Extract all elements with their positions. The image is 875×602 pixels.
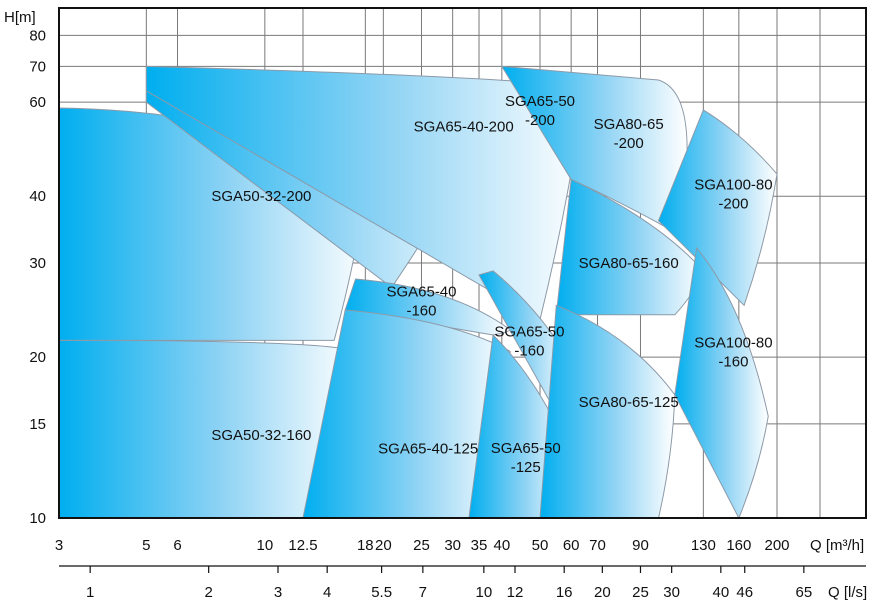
secondary-x-axis: 1 2 3 4 5.5 7 10 12 16 20 25 30 40 46 65 [59,565,866,601]
y-axis-label: H[m] [4,9,36,26]
x-tick-label: 12.5 [288,537,317,554]
series-labels: SGA50-32-200SGA50-32-160SGA65-40-200SGA6… [211,93,772,476]
x2-axis-label: Q [l/s] [828,584,867,601]
x2-tick-label: 1 [86,584,94,601]
y-tick-label: 20 [29,349,46,366]
region-SGA65-40-160 [344,278,511,336]
series-label-SGA50-32-200: SGA50-32-200 [211,188,311,205]
x2-tick-label: 5.5 [371,584,392,601]
x2-tick-label: 30 [663,584,680,601]
x-tick-label: 70 [589,537,606,554]
series-label-SGA65-40-160: SGA65-40 -160 [386,284,456,320]
x-tick-label: 160 [726,537,751,554]
series-label-SGA50-32-160: SGA50-32-160 [211,427,311,444]
x2-tick-label: 25 [632,584,649,601]
y-tick-label: 60 [29,94,46,111]
series-label-SGA65-50-125: SGA65-50 -125 [491,440,561,476]
x2-tick-label: 3 [274,584,282,601]
x2-tick-label: 7 [419,584,427,601]
y-tick-label: 15 [29,416,46,433]
series-label-SGA80-65-125: SGA80-65-125 [579,394,679,411]
x2-tick-label: 10 [475,584,492,601]
series-label-SGA80-65-160: SGA80-65-160 [579,255,679,272]
series-label-SGA100-80-160: SGA100-80 -160 [694,334,772,370]
x2-tick-label: 12 [507,584,524,601]
series-label-SGA65-50-200: SGA65-50 -200 [505,93,575,129]
x-tick-label: 130 [691,537,716,554]
x2-tick-label: 20 [594,584,611,601]
series-label-SGA65-40-200: SGA65-40-200 [414,119,514,136]
y-tick-label: 30 [29,255,46,272]
x-tick-label: 6 [173,537,181,554]
x-tick-label: 40 [493,537,510,554]
x2-tick-label: 16 [556,584,573,601]
x-tick-label: 90 [632,537,649,554]
y-tick-label: 10 [29,510,46,527]
y-tick-labels: 10 15 20 30 40 60 70 80 [29,27,46,527]
x-tick-label: 50 [532,537,549,554]
x-tick-label: 3 [55,537,63,554]
x-axis-label: Q [m³/h] [810,537,864,554]
region-SGA100-80-160 [674,246,769,520]
x-tick-label: 200 [764,537,789,554]
series-label-SGA100-80-200: SGA100-80 -200 [694,176,772,212]
region-SGA100-80-200 [657,109,778,307]
y-tick-label: 80 [29,27,46,44]
series-regions [58,65,778,520]
series-label-SGA65-40-125: SGA65-40-125 [378,440,478,457]
x2-tick-label: 40 [712,584,729,601]
x-tick-label: 25 [413,537,430,554]
x-tick-label: 5 [142,537,150,554]
y-tick-label: 70 [29,58,46,75]
x-tick-label: 60 [563,537,580,554]
y-tick-label: 40 [29,188,46,205]
series-label-SGA65-50-160: SGA65-50 -160 [494,323,564,359]
x-tick-label: 30 [444,537,461,554]
x-tick-label: 20 [375,537,392,554]
plot-frame [58,7,867,519]
x2-tick-label: 65 [795,584,812,601]
region-SGA80-65-160 [555,178,704,316]
x2-tick-label: 2 [205,584,213,601]
x2-tick-label: 46 [736,584,753,601]
x-tick-label: 35 [471,537,488,554]
x-tick-label: 18 [357,537,374,554]
x2-tick-label: 4 [323,584,331,601]
series-label-SGA80-65-200: SGA80-65 -200 [594,116,664,152]
x-tick-labels: 3 5 6 10 12.5 18 20 25 30 35 40 50 60 70 90 130 160 200 [55,537,790,554]
x-tick-label: 10 [256,537,273,554]
